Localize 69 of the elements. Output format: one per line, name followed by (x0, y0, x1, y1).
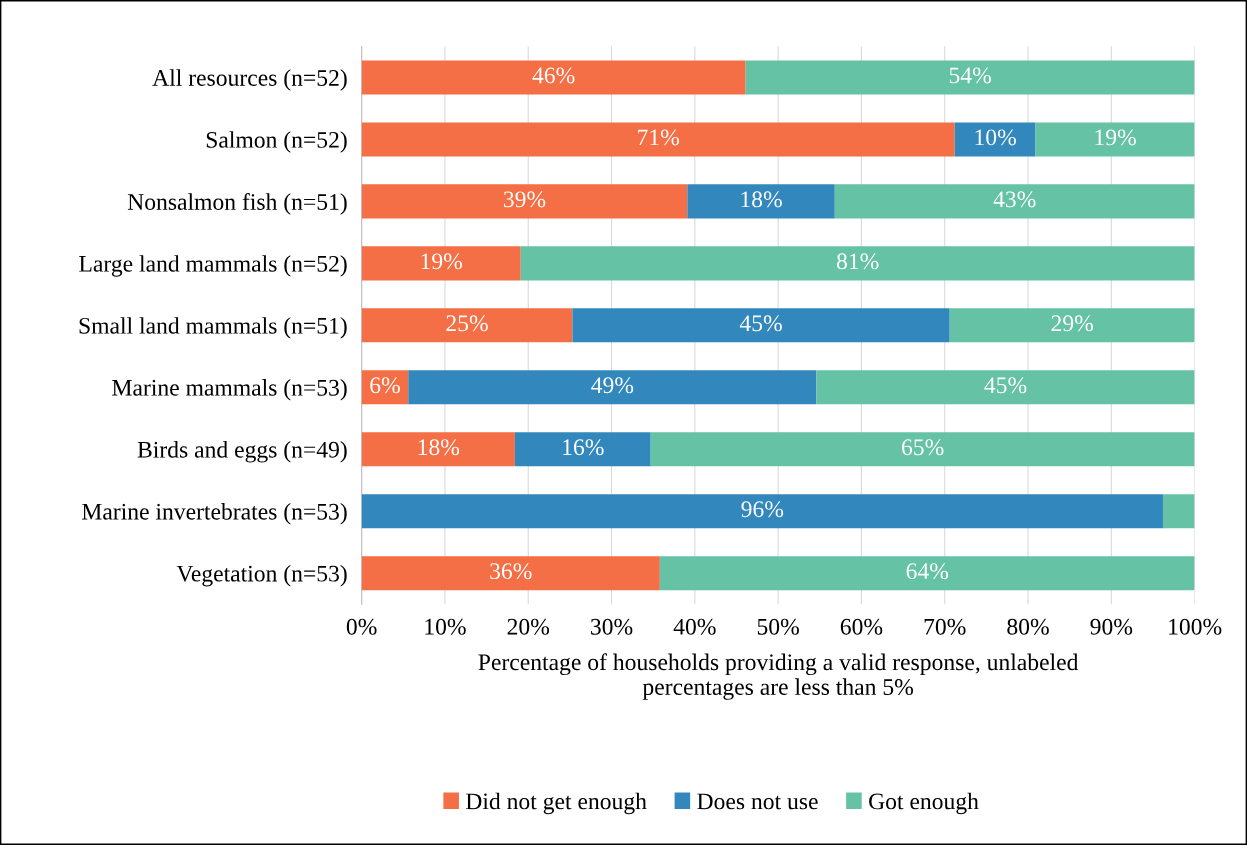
data-label: 96% (741, 501, 784, 518)
data-label: 45% (739, 315, 782, 332)
y-tick-label: Vegetation (n=53) (176, 565, 347, 587)
y-tick-label: Nonsalmon fish (n=51) (127, 193, 347, 215)
x-tick-label: 90% (1090, 618, 1133, 635)
x-tick-label: 30% (591, 618, 633, 635)
data-label: 64% (906, 563, 949, 580)
bar (361, 122, 955, 157)
bar (361, 184, 688, 219)
data-label: 65% (902, 439, 944, 456)
legend-label: Got enough (869, 792, 979, 815)
data-label: 10% (975, 129, 1016, 146)
y-tick-label: Small land mammals (n=51) (79, 317, 347, 339)
legend-label: Does not use (697, 793, 818, 810)
bar (361, 60, 746, 95)
data-label: 18% (418, 439, 460, 456)
data-label: 39% (503, 191, 546, 208)
x-axis-title: Percentage of households providing a valid response, unlabeled percentages are less than 5% (478, 653, 1079, 700)
data-label: 49% (591, 377, 634, 394)
x-tick-label: 10% (425, 618, 466, 635)
bar (745, 60, 1195, 95)
x-tick-label: 80% (1007, 618, 1049, 635)
data-label: 19% (1095, 129, 1136, 146)
x-tick-label: 100% (1169, 618, 1222, 635)
data-label: 46% (532, 67, 575, 84)
data-label: 16% (563, 439, 604, 456)
data-label: 43% (993, 191, 1036, 208)
bar (659, 556, 1195, 591)
x-tick-label: 60% (840, 618, 883, 635)
bar (1162, 494, 1195, 529)
y-tick-label: Marine invertebrates (n=53) (82, 503, 347, 525)
bar (949, 308, 1195, 343)
bar (361, 432, 515, 467)
bar (361, 308, 573, 343)
bar (1035, 122, 1195, 157)
legend-label: Did not get enough (465, 792, 647, 815)
bar (361, 494, 1163, 529)
y-tick-label: Birds and eggs (n=49) (137, 441, 347, 463)
x-tick-label: 20% (507, 618, 550, 635)
bar (361, 556, 660, 591)
y-tick-label: Large land mammals (n=52) (79, 255, 347, 277)
x-tick-label: 40% (673, 618, 716, 635)
x-tick-label: 70% (924, 618, 966, 635)
data-label: 54% (949, 67, 991, 84)
data-label: 6% (370, 377, 400, 394)
bar (954, 122, 1036, 157)
y-tick-label: Salmon (n=52) (206, 131, 347, 153)
bar (572, 308, 950, 343)
bar (687, 184, 835, 219)
data-label: 18% (741, 191, 782, 208)
y-tick-label: All resources (n=52) (152, 69, 347, 91)
bar (834, 184, 1195, 219)
bar (361, 246, 521, 281)
bar (520, 246, 1195, 281)
x-tick-label: 50% (757, 618, 799, 635)
data-label: 29% (1051, 315, 1094, 332)
data-label: 19% (421, 253, 463, 270)
data-label: 71% (638, 129, 680, 146)
bar (514, 432, 651, 467)
x-tick-label: 0% (346, 618, 377, 635)
bar (408, 370, 817, 405)
data-label: 36% (490, 563, 532, 580)
y-tick-label: Marine mammals (n=53) (112, 379, 347, 401)
bar (650, 432, 1195, 467)
data-label: 25% (446, 315, 488, 332)
bar (361, 370, 409, 405)
data-label: 45% (984, 377, 1027, 394)
data-label: 81% (836, 253, 879, 270)
bar (816, 370, 1195, 405)
